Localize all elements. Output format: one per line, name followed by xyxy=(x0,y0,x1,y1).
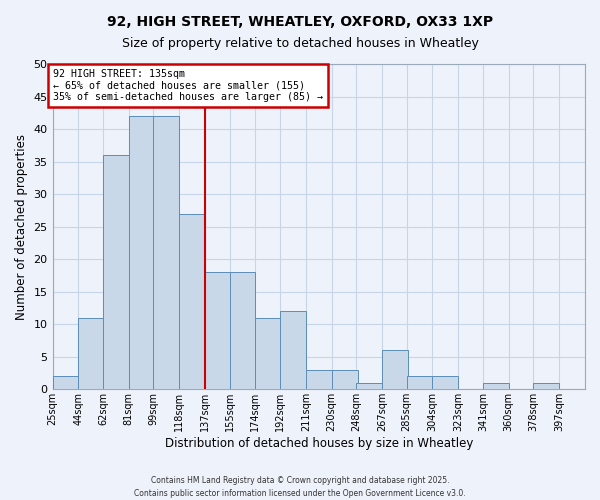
X-axis label: Distribution of detached houses by size in Wheatley: Distribution of detached houses by size … xyxy=(164,437,473,450)
Bar xyxy=(79,318,104,390)
Bar xyxy=(256,318,281,390)
Bar xyxy=(332,370,358,390)
Bar xyxy=(483,383,509,390)
Text: Size of property relative to detached houses in Wheatley: Size of property relative to detached ho… xyxy=(122,38,478,51)
Text: Contains HM Land Registry data © Crown copyright and database right 2025.
Contai: Contains HM Land Registry data © Crown c… xyxy=(134,476,466,498)
Bar xyxy=(433,376,458,390)
Bar xyxy=(154,116,179,390)
Bar xyxy=(230,272,256,390)
Bar xyxy=(205,272,231,390)
Bar xyxy=(533,383,559,390)
Text: 92 HIGH STREET: 135sqm
← 65% of detached houses are smaller (155)
35% of semi-de: 92 HIGH STREET: 135sqm ← 65% of detached… xyxy=(53,69,323,102)
Bar xyxy=(356,383,382,390)
Bar xyxy=(179,214,205,390)
Bar xyxy=(407,376,433,390)
Text: 92, HIGH STREET, WHEATLEY, OXFORD, OX33 1XP: 92, HIGH STREET, WHEATLEY, OXFORD, OX33 … xyxy=(107,15,493,29)
Bar xyxy=(103,155,129,390)
Bar xyxy=(280,311,306,390)
Y-axis label: Number of detached properties: Number of detached properties xyxy=(15,134,28,320)
Bar xyxy=(129,116,155,390)
Bar xyxy=(53,376,79,390)
Bar xyxy=(382,350,408,390)
Bar xyxy=(306,370,332,390)
